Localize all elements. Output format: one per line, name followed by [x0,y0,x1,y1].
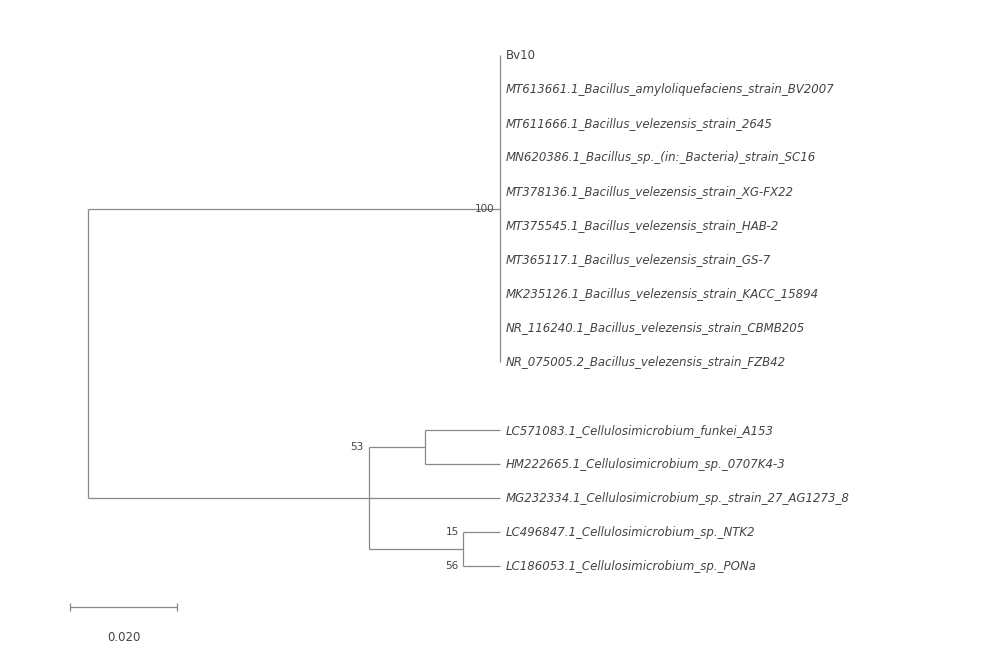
Text: HM222665.1_Cellulosimicrobium_sp._0707K4-3: HM222665.1_Cellulosimicrobium_sp._0707K4… [506,458,785,471]
Text: NR_116240.1_Bacillus_velezensis_strain_CBMB205: NR_116240.1_Bacillus_velezensis_strain_C… [506,322,805,334]
Text: LC496847.1_Cellulosimicrobium_sp._NTK2: LC496847.1_Cellulosimicrobium_sp._NTK2 [506,526,755,539]
Text: MT365117.1_Bacillus_velezensis_strain_GS-7: MT365117.1_Bacillus_velezensis_strain_GS… [506,253,771,266]
Text: 56: 56 [446,561,459,571]
Text: Bv10: Bv10 [506,49,536,62]
Text: 0.020: 0.020 [107,631,140,644]
Text: NR_075005.2_Bacillus_velezensis_strain_FZB42: NR_075005.2_Bacillus_velezensis_strain_F… [506,356,786,368]
Text: LC186053.1_Cellulosimicrobium_sp._PONa: LC186053.1_Cellulosimicrobium_sp._PONa [506,560,756,573]
Text: MG232334.1_Cellulosimicrobium_sp._strain_27_AG1273_8: MG232334.1_Cellulosimicrobium_sp._strain… [506,492,849,505]
Text: MN620386.1_Bacillus_sp._(in:_Bacteria)_strain_SC16: MN620386.1_Bacillus_sp._(in:_Bacteria)_s… [506,151,816,164]
Text: MT375545.1_Bacillus_velezensis_strain_HAB-2: MT375545.1_Bacillus_velezensis_strain_HA… [506,219,779,232]
Text: MT613661.1_Bacillus_amyloliquefaciens_strain_BV2007: MT613661.1_Bacillus_amyloliquefaciens_st… [506,83,834,96]
Text: 53: 53 [350,442,363,452]
Text: MT611666.1_Bacillus_velezensis_strain_2645: MT611666.1_Bacillus_velezensis_strain_26… [506,117,772,130]
Text: MT378136.1_Bacillus_velezensis_strain_XG-FX22: MT378136.1_Bacillus_velezensis_strain_XG… [506,185,794,198]
Text: LC571083.1_Cellulosimicrobium_funkei_A153: LC571083.1_Cellulosimicrobium_funkei_A15… [506,424,774,437]
Text: MK235126.1_Bacillus_velezensis_strain_KACC_15894: MK235126.1_Bacillus_velezensis_strain_KA… [506,287,819,300]
Text: 100: 100 [475,204,494,214]
Text: 15: 15 [446,527,459,537]
